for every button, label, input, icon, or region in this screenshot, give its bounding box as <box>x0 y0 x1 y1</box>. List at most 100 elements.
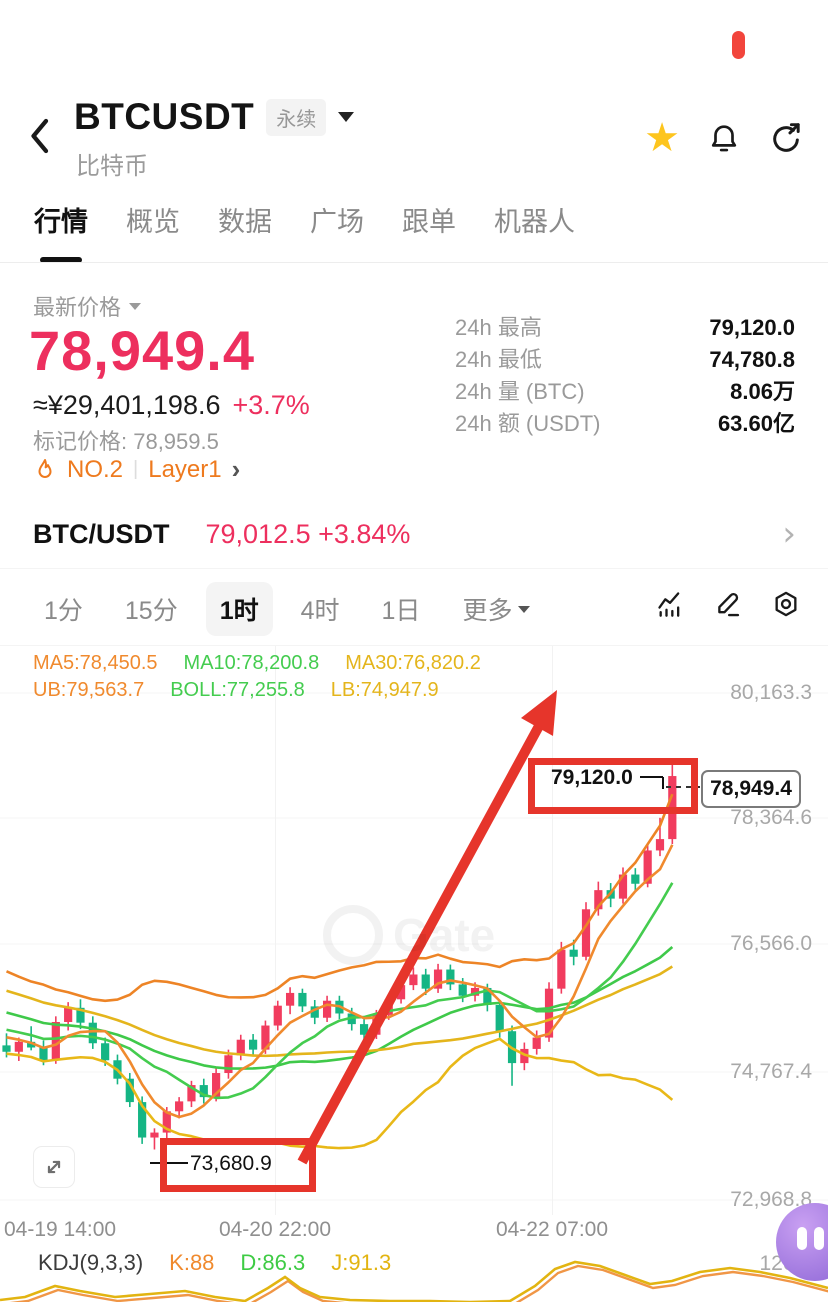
page-title: BTCUSDT <box>74 96 255 137</box>
separator: | <box>133 458 139 480</box>
indicator-label: LB:74,947.9 <box>330 679 439 701</box>
annotation-box-high <box>528 758 698 814</box>
watermark: Gate <box>323 905 495 965</box>
y-axis-label: 80,163.3 <box>730 681 812 704</box>
stat-value: 79,120.0 <box>709 315 795 340</box>
contract-type-badge: 永续 <box>266 98 327 136</box>
refresh-share-button[interactable] <box>766 118 806 158</box>
y-axis-label: 78,364.6 <box>730 806 812 829</box>
spot-pair-price: 79,012.5 +3.84% <box>205 518 411 549</box>
tab-概览[interactable]: 概览 <box>126 207 180 237</box>
favorite-button[interactable]: ★ <box>642 118 682 158</box>
stat-row: 24h 额 (USDT) 63.60亿 <box>455 412 795 436</box>
stat-value: 63.60亿 <box>717 411 795 436</box>
chevron-down-icon <box>338 112 355 122</box>
indicator-icon[interactable] <box>656 590 684 618</box>
low-price-annotation: 73,680.9 <box>190 1152 272 1175</box>
timeframe-1时[interactable]: 1时 <box>205 582 273 636</box>
chevron-right-icon: › <box>231 454 241 484</box>
tab-数据[interactable]: 数据 <box>218 207 272 237</box>
fullscreen-button[interactable] <box>33 1146 75 1188</box>
chevron-down-icon <box>129 302 142 310</box>
indicator-label: MA30:76,820.2 <box>345 652 481 674</box>
kdj-title: KDJ(9,3,3) <box>38 1250 144 1275</box>
high-price-annotation: 79,120.0 <box>551 766 633 789</box>
stat-row: 24h 量 (BTC) 8.06万 <box>455 380 795 404</box>
last-price-label: 最新价格 <box>33 295 122 320</box>
tab-广场[interactable]: 广场 <box>310 207 364 237</box>
candlestick-chart[interactable] <box>0 645 828 1302</box>
symbol-subtitle: 比特币 <box>76 153 148 180</box>
x-axis-label: 04-20 22:00 <box>218 1218 332 1241</box>
timeframe-15分[interactable]: 15分 <box>124 597 178 625</box>
kdj-indicator-row: KDJ(9,3,3) K:88 D:86.3 J:91.3 <box>38 1250 391 1276</box>
timeframe-更多[interactable]: 更多 <box>448 582 544 636</box>
alerts-button[interactable] <box>704 118 744 158</box>
flame-icon <box>38 458 52 478</box>
stat-label: 24h 额 (USDT) <box>455 411 601 436</box>
fiat-price-row: ≈¥29,401,198.6 +3.7% <box>33 390 310 421</box>
timeframe-bar: 1分 15分 1时 4时 1日 更多 <box>30 582 544 636</box>
stat-row: 24h 最低 74,780.8 <box>455 348 795 372</box>
chevron-left-icon <box>31 118 49 154</box>
stat-row: 24h 最高 79,120.0 <box>455 316 795 340</box>
draw-icon[interactable] <box>714 590 742 618</box>
kdj-j-value: J:91.3 <box>331 1250 392 1275</box>
change-percent: +3.7% <box>232 390 310 420</box>
indicator-label: BOLL:77,255.8 <box>170 679 305 701</box>
expand-icon <box>47 1160 61 1174</box>
current-price-tag: 78,949.4 <box>701 770 801 808</box>
divider <box>0 645 828 646</box>
back-button[interactable] <box>26 114 62 158</box>
last-price-dropdown[interactable]: 最新价格 <box>33 290 142 322</box>
annotation-box-low <box>160 1138 316 1192</box>
indicator-label: MA10:78,200.8 <box>183 652 320 674</box>
stat-label: 24h 最高 <box>455 315 542 340</box>
fiat-price-value: ≈¥29,401,198.6 <box>33 390 221 420</box>
spot-pair-row[interactable]: BTC/USDT 79,012.5 +3.84% › <box>0 506 828 562</box>
stats-panel: 24h 最高 79,120.0 24h 最低 74,780.8 24h 量 (BTC) 8… <box>455 316 795 436</box>
boll-indicator-labels: UB:79,563.7 BOLL:77,255.8 LB:74,947.9 <box>33 679 439 702</box>
y-axis-label: 74,767.4 <box>730 1060 812 1083</box>
mark-price: 标记价格: 78,959.5 <box>33 429 219 454</box>
spot-pair-label: BTC/USDT <box>33 518 170 549</box>
star-icon: ★ <box>644 116 680 160</box>
rank-sector-link[interactable]: NO.2 | Layer1 › <box>33 454 240 485</box>
x-axis-label: 04-19 14:00 <box>4 1218 117 1241</box>
refresh-icon <box>773 123 800 152</box>
kdj-k-value: K:88 <box>169 1250 215 1275</box>
symbol-selector[interactable]: BTCUSDT 永续 <box>74 96 355 138</box>
tab-机器人[interactable]: 机器人 <box>494 207 575 237</box>
last-price-value: 78,949.4 <box>29 319 255 382</box>
divider <box>0 262 828 263</box>
y-axis-label: 76,566.0 <box>730 932 812 955</box>
sector-label: Layer1 <box>148 455 222 483</box>
stat-value: 74,780.8 <box>709 347 795 372</box>
gate-logo-icon <box>323 905 383 965</box>
chevron-right-icon: › <box>782 514 796 554</box>
x-axis-label: 04-22 07:00 <box>495 1218 609 1241</box>
y-axis-label: 72,968.8 <box>730 1188 812 1211</box>
recording-indicator <box>732 31 745 59</box>
chevron-down-icon <box>518 605 531 613</box>
rank-badge: NO.2 <box>67 455 124 483</box>
divider <box>0 568 828 569</box>
tab-行情[interactable]: 行情 <box>34 200 88 263</box>
timeframe-1分[interactable]: 1分 <box>44 597 83 625</box>
stat-label: 24h 最低 <box>455 347 542 372</box>
ma-indicator-labels: MA5:78,450.5 MA10:78,200.8 MA30:76,820.2 <box>33 652 481 675</box>
indicator-label: MA5:78,450.5 <box>33 652 158 674</box>
pause-bar-icon <box>797 1227 807 1250</box>
bell-icon <box>711 125 737 152</box>
tab-跟单[interactable]: 跟单 <box>402 207 456 237</box>
timeframe-4时[interactable]: 4时 <box>300 597 340 625</box>
stat-value: 8.06万 <box>730 379 795 404</box>
stat-label: 24h 量 (BTC) <box>455 379 585 404</box>
nav-tabbar: 行情 概览 数据 广场 跟单 机器人 <box>34 200 575 263</box>
kdj-d-value: D:86.3 <box>240 1250 306 1275</box>
settings-icon[interactable] <box>772 590 800 618</box>
pause-bar-icon <box>814 1227 824 1250</box>
timeframe-1日[interactable]: 1日 <box>381 597 421 625</box>
indicator-label: UB:79,563.7 <box>33 679 145 701</box>
watermark-text: Gate <box>393 909 496 961</box>
